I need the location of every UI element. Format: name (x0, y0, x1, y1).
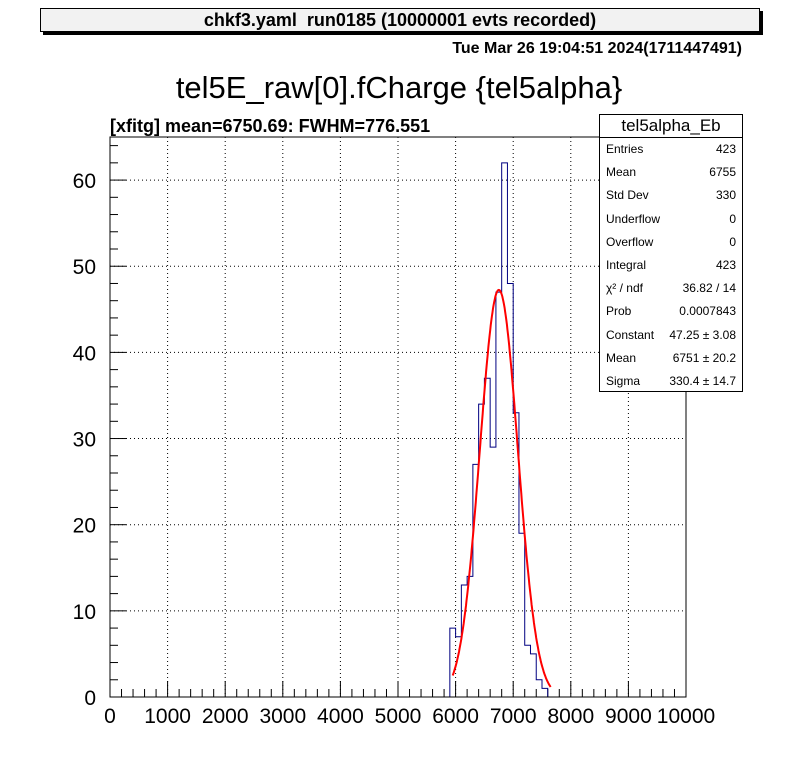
y-tick-label: 0 (84, 687, 96, 710)
stat-row-underflow: Underflow 0 (606, 212, 736, 226)
stat-row-integral: Integral 423 (606, 258, 736, 272)
y-tick-label: 60 (73, 170, 96, 193)
x-tick-label: 0 (104, 705, 116, 728)
x-tick-label: 10000 (657, 705, 715, 728)
fit-summary: [xfitg] mean=6750.69: FWHM=776.551 (110, 116, 431, 136)
y-tick-label: 20 (73, 515, 96, 538)
x-tick-label: 1000 (144, 705, 191, 728)
x-tick-label: 6000 (432, 705, 479, 728)
x-tick-label: 5000 (375, 705, 422, 728)
stat-row-entries: Entries 423 (606, 142, 736, 156)
run-header: chkf3.yaml run0185 (10000001 evts record… (40, 8, 760, 32)
gaussian-fit-curve (451, 288, 552, 688)
y-tick-label: 50 (73, 256, 96, 279)
x-tick-label: 3000 (259, 705, 306, 728)
y-tick-label: 10 (73, 601, 96, 624)
y-tick-label: 40 (73, 342, 96, 365)
stats-box: tel5alpha_Eb Entries 423 Mean 6755 Std Dev… (599, 114, 743, 392)
stat-row-overflow: Overflow 0 (606, 235, 736, 249)
x-tick-label: 4000 (317, 705, 364, 728)
x-tick-label: 8000 (547, 705, 594, 728)
x-tick-label: 7000 (490, 705, 537, 728)
stat-row-fit-mean: Mean 6751 ± 20.2 (606, 351, 736, 365)
stat-row-mean: Mean 6755 (606, 165, 736, 179)
chart-title: tel5E_raw[0].fCharge {tel5alpha} (175, 70, 623, 105)
stat-row-prob: Prob 0.0007843 (606, 304, 736, 318)
stat-row-chi2: χ² / ndf 36.82 / 14 (606, 281, 736, 295)
timestamp: Tue Mar 26 19:04:51 2024(1711447491) (452, 40, 742, 57)
plot-frame (109, 136, 687, 698)
x-tick-label: 9000 (605, 705, 652, 728)
stat-row-constant: Constant 47.25 ± 3.08 (606, 328, 736, 342)
y-tick-label: 30 (73, 429, 96, 452)
stats-title: tel5alpha_Eb (600, 115, 742, 138)
stat-row-sigma: Sigma 330.4 ± 14.7 (606, 374, 736, 388)
histogram-series (449, 162, 549, 697)
y-axis-labels: 0 10 20 30 40 50 60 (73, 170, 96, 710)
stat-row-std-dev: Std Dev 330 (606, 188, 736, 202)
x-axis-labels: 0 1000 2000 3000 4000 5000 6000 7000 8000 9000 100… (104, 705, 715, 728)
x-tick-label: 2000 (202, 705, 249, 728)
grid-lines (110, 137, 686, 697)
